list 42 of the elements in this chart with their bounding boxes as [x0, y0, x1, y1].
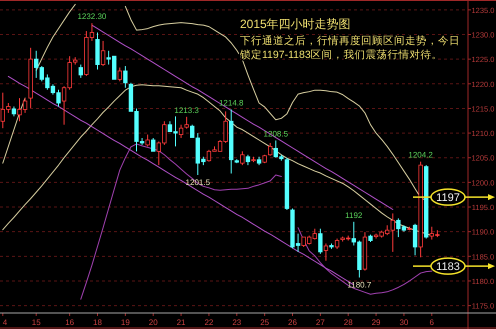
x-tick-label: 6	[430, 318, 435, 327]
x-tick-label: 30	[399, 318, 409, 327]
candlestick	[412, 223, 418, 256]
x-tick-label: 19	[120, 318, 130, 327]
x-tick-label: 29	[372, 318, 382, 327]
x-tick-label: 4	[2, 318, 8, 327]
candlestick	[151, 138, 156, 152]
ref-line-label: 1183	[436, 261, 460, 274]
candlestick	[118, 67, 122, 82]
candlestick	[12, 106, 16, 117]
x-tick-label: 28	[344, 318, 354, 327]
x-tick-label: 16	[65, 318, 75, 327]
candlestick	[318, 228, 323, 254]
candlestick	[178, 124, 184, 139]
annotation: 1192	[345, 210, 363, 220]
x-tick-label: 21	[176, 318, 186, 327]
text: 下行通道之后，行情再度回顾区间走势，今日锁定1197-1183区间，我们震荡行情对待。	[239, 34, 460, 61]
annotation: 1232.30	[77, 12, 107, 22]
arrow-ref-line: 1197	[413, 188, 490, 206]
candlestick	[240, 150, 245, 166]
candlestick	[268, 142, 272, 156]
x-tick-label: 27	[316, 318, 326, 327]
x-tick-label: 25	[260, 318, 270, 327]
annotation: 1204.2	[408, 150, 434, 160]
x-tick-label: 18	[93, 318, 102, 327]
x-tick-label: 22	[204, 318, 214, 327]
annotation: 1213.3	[174, 106, 200, 115]
candlestick	[100, 40, 106, 67]
text: 2015年四小时走势图	[240, 17, 351, 31]
candlestick	[184, 116, 189, 130]
candlestick	[324, 243, 328, 262]
x-tick-label: 26	[288, 318, 298, 327]
x-tick-label: 15	[32, 318, 42, 327]
candlestick	[246, 154, 250, 166]
candlestick	[334, 238, 340, 250]
annotation: 1214.8	[218, 98, 244, 108]
candlestick	[145, 134, 150, 147]
ref-line-label: 1197	[436, 192, 460, 204]
x-tick-label: 20	[148, 318, 158, 327]
candlestick	[78, 64, 83, 78]
x-tick-label: 23	[232, 318, 242, 327]
candlestick	[123, 66, 128, 88]
